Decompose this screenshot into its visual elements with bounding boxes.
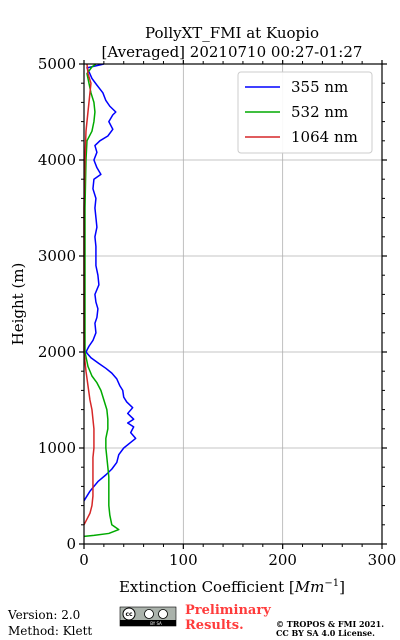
y-tick-label: 4000: [38, 151, 76, 169]
x-tick-label: 200: [268, 551, 297, 569]
y-tick-label: 5000: [38, 55, 76, 73]
series-lines: [83, 63, 137, 538]
x-axis-label-unit: Mm: [294, 578, 325, 596]
preliminary-line-2: Results.: [185, 618, 244, 633]
sa-icon: [158, 609, 168, 619]
chart-title-line-1: PollyXT_FMI at Kuopio: [145, 24, 319, 42]
chart-title-line-2: [Averaged] 20210710 00:27-01:27: [102, 43, 363, 61]
method-text: Method: Klett: [8, 624, 92, 638]
y-axis-label: Height (m): [9, 263, 27, 346]
by-icon: [144, 609, 154, 619]
x-axis-label-main: Extinction Coefficient [: [119, 578, 295, 596]
version-text: Version: 2.0: [7, 608, 80, 622]
preliminary-line-1: Preliminary: [185, 603, 271, 618]
y-tick-label: 1000: [38, 439, 76, 457]
series-line-1064-nm: [83, 63, 95, 526]
y-tick-label: 3000: [38, 247, 76, 265]
legend-label-355-nm: 355 nm: [291, 78, 348, 96]
copyright-line-1: © TROPOS & FMI 2021.: [276, 619, 384, 629]
cc-badge-text: BY SA: [150, 621, 162, 626]
x-axis-label-exponent: −1: [324, 578, 339, 589]
x-tick-label: 100: [169, 551, 198, 569]
legend: 355 nm 532 nm 1064 nm: [237, 71, 373, 154]
legend-label-1064-nm: 1064 nm: [291, 128, 358, 146]
series-line-532-nm: [83, 63, 120, 538]
cc-icon-text: cc: [125, 611, 133, 618]
x-tick-label: 0: [79, 551, 89, 569]
cc-badge-strip: [120, 620, 176, 626]
cc-license-badge: cc BY SA: [119, 606, 177, 627]
x-axis-label: Extinction Coefficient [Mm−1]: [119, 578, 345, 596]
copyright-line-2: CC BY SA 4.0 License.: [276, 628, 375, 638]
cc-icon: [122, 607, 136, 621]
plot-frame: [83, 63, 383, 545]
x-axis-label-close: ]: [339, 578, 345, 596]
y-tick-label: 0: [66, 535, 76, 553]
y-tick-label: 2000: [38, 343, 76, 361]
series-line-355-nm: [83, 63, 137, 502]
x-tick-label: 300: [368, 551, 397, 569]
legend-box: [237, 71, 373, 154]
legend-label-532-nm: 532 nm: [291, 103, 348, 121]
